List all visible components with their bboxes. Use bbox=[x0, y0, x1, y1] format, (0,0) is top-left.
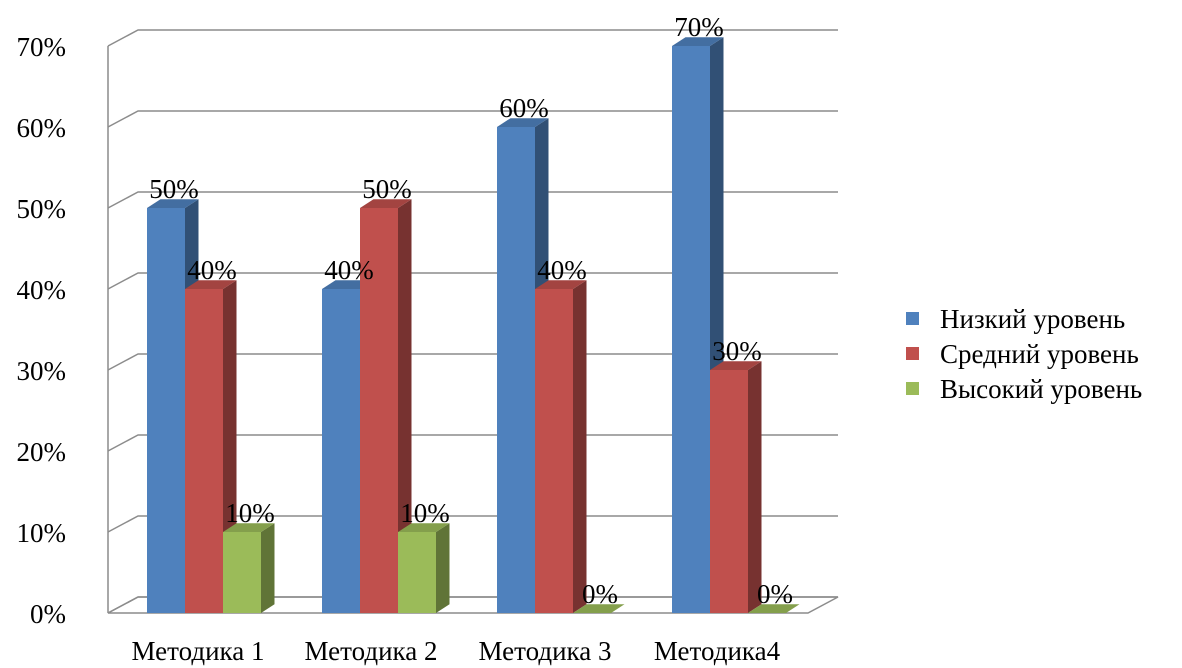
data-label: 10% bbox=[400, 498, 450, 528]
data-label: 0% bbox=[582, 579, 618, 609]
bar bbox=[748, 604, 800, 613]
bar-front bbox=[147, 208, 185, 613]
bar-side bbox=[261, 523, 275, 613]
bar-side bbox=[436, 523, 450, 613]
data-label: 40% bbox=[187, 255, 237, 285]
data-label: 60% bbox=[499, 93, 549, 123]
bar-front bbox=[710, 370, 748, 613]
gridline bbox=[107, 596, 838, 614]
category-label: Методика 1 bbox=[132, 636, 265, 666]
data-labels: 50% 40% 10% 40% 50% 10% 60% 40% 0% 70% 30% 0% bbox=[149, 12, 793, 609]
bar-front bbox=[398, 532, 436, 613]
y-tick-label: 30% bbox=[17, 356, 67, 386]
data-label: 50% bbox=[149, 174, 199, 204]
gridline bbox=[107, 110, 838, 128]
y-tick-label: 40% bbox=[17, 275, 67, 305]
bar-top bbox=[672, 37, 724, 46]
data-label: 50% bbox=[362, 174, 412, 204]
bar-top bbox=[573, 604, 625, 613]
legend-swatch bbox=[906, 347, 919, 360]
data-label: 0% bbox=[757, 579, 793, 609]
bar bbox=[573, 604, 625, 613]
data-label: 40% bbox=[324, 255, 374, 285]
bar-front bbox=[360, 208, 398, 613]
y-axis-tick-labels: 0% 10% 20% 30% 40% 50% 60% 70% bbox=[17, 32, 67, 629]
gridline bbox=[107, 515, 838, 533]
bar-top bbox=[223, 523, 275, 532]
bar-top bbox=[360, 199, 412, 208]
y-tick-label: 70% bbox=[17, 32, 67, 62]
bar-front bbox=[185, 289, 223, 613]
bar-top bbox=[748, 604, 800, 613]
gridline bbox=[107, 434, 838, 452]
bar-top bbox=[147, 199, 199, 208]
gridline bbox=[107, 353, 838, 371]
category-label: Методика4 bbox=[654, 636, 781, 666]
x-axis-category-labels: Методика 1 Методика 2 Методика 3 Методика4 bbox=[132, 636, 781, 666]
gridline bbox=[107, 272, 838, 290]
category-label: Методика 2 bbox=[305, 636, 438, 666]
y-tick-label: 10% bbox=[17, 518, 67, 548]
bar bbox=[398, 523, 450, 613]
bar-side bbox=[398, 199, 412, 613]
bar-top bbox=[497, 118, 549, 127]
legend-label: Низкий уровень bbox=[940, 304, 1125, 334]
category-label: Методика 3 bbox=[479, 636, 612, 666]
bar-front bbox=[322, 289, 360, 613]
data-label: 40% bbox=[537, 255, 587, 285]
bar-front bbox=[535, 289, 573, 613]
bar-front bbox=[223, 532, 261, 613]
data-label: 30% bbox=[712, 336, 762, 366]
bar-top bbox=[185, 280, 237, 289]
bars bbox=[147, 37, 800, 613]
bar bbox=[223, 523, 275, 613]
bar bbox=[185, 280, 237, 613]
legend-label: Высокий уровень bbox=[940, 374, 1142, 404]
bar-top bbox=[398, 523, 450, 532]
bar-front bbox=[497, 127, 535, 613]
y-tick-label: 50% bbox=[17, 194, 67, 224]
gridlines bbox=[107, 29, 838, 614]
legend-swatch bbox=[906, 382, 919, 395]
bar-side bbox=[573, 280, 587, 613]
bar-front bbox=[672, 46, 710, 613]
bar bbox=[535, 280, 587, 613]
y-tick-label: 0% bbox=[30, 599, 66, 629]
data-label: 10% bbox=[225, 498, 275, 528]
legend-label: Средний уровень bbox=[940, 339, 1139, 369]
bar-side bbox=[748, 361, 762, 613]
bar-top bbox=[710, 361, 762, 370]
legend: Низкий уровень Средний уровень Высокий уро… bbox=[906, 304, 1142, 404]
legend-swatch bbox=[906, 312, 919, 325]
y-tick-label: 60% bbox=[17, 113, 67, 143]
bar bbox=[360, 199, 412, 613]
bar bbox=[710, 361, 762, 613]
data-label: 70% bbox=[674, 12, 724, 42]
y-tick-label: 20% bbox=[17, 437, 67, 467]
bar-top bbox=[535, 280, 587, 289]
gridline bbox=[107, 29, 838, 47]
gridline bbox=[107, 191, 838, 209]
